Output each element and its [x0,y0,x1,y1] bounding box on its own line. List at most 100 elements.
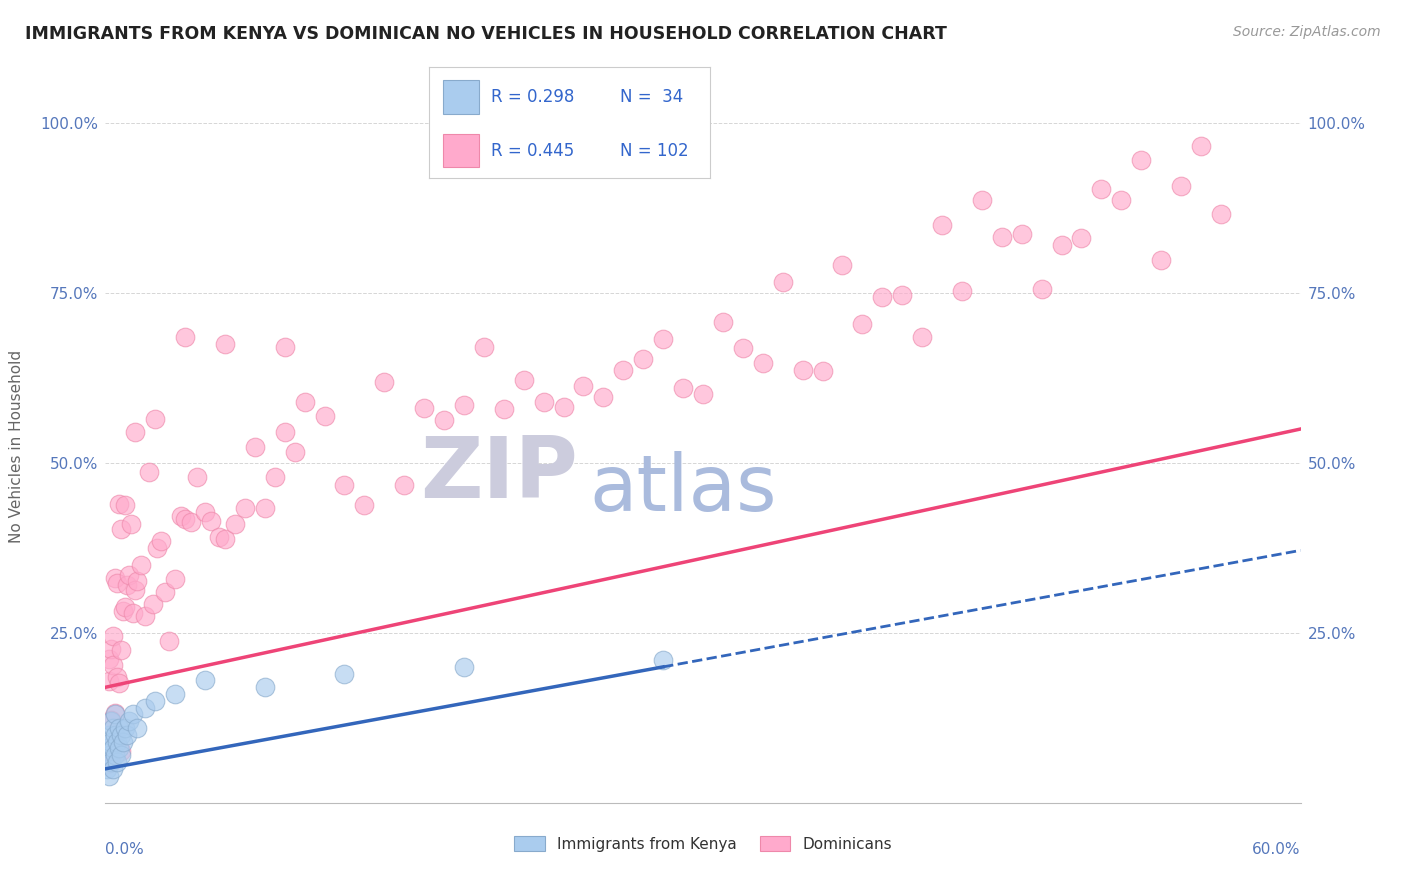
Point [104,706,127,720]
Point [110,744,132,758]
Point [107,576,129,591]
Text: Source: ZipAtlas.com: Source: ZipAtlas.com [1233,25,1381,39]
Point [174,512,197,526]
Point [652,653,675,667]
Point [1209,207,1232,221]
Point [96,762,118,776]
Point [273,340,295,354]
Point [711,315,734,329]
Point [208,530,231,544]
Point [891,288,914,302]
Point [142,597,165,611]
Point [110,728,132,742]
Point [107,670,129,684]
Point [146,541,169,556]
Point [233,500,256,515]
Point [124,425,146,439]
Point [165,687,187,701]
Point [194,673,217,688]
Point [294,395,316,409]
Bar [443,80,479,114]
Point [572,379,595,393]
Point [253,680,276,694]
Point [990,230,1012,244]
Point [333,666,356,681]
Point [263,470,285,484]
Point [243,441,266,455]
Point [533,395,555,409]
Point [104,571,127,585]
Point [153,585,177,599]
Point [104,728,127,742]
Point [117,578,139,592]
Point [104,748,127,763]
Point [110,748,132,763]
Point [134,700,156,714]
Point [110,523,132,537]
Point [1189,138,1212,153]
Point [112,604,135,618]
Point [103,741,125,756]
Point [273,425,295,439]
Point [652,333,675,347]
Point [392,477,416,491]
Point [931,218,953,232]
Text: R = 0.445: R = 0.445 [491,142,574,160]
Point [157,634,180,648]
Legend: Immigrants from Kenya, Dominicans: Immigrants from Kenya, Dominicans [506,828,900,859]
Point [284,444,307,458]
Point [186,469,208,483]
Point [100,714,122,728]
Point [200,514,222,528]
Point [103,721,125,735]
Point [353,498,375,512]
Point [100,734,122,748]
Point [751,356,773,370]
Point [413,401,436,415]
Point [1090,182,1112,196]
Point [98,673,121,688]
Point [453,660,475,674]
Point [122,606,145,620]
Point [692,386,714,401]
Point [98,728,121,742]
Point [98,769,121,783]
Text: 60.0%: 60.0% [1253,842,1301,857]
Point [253,501,276,516]
Point [114,721,136,735]
Point [134,609,156,624]
Point [108,721,131,735]
Point [224,516,246,531]
Point [96,757,118,772]
Point [851,318,873,332]
Point [100,714,122,729]
Point [811,364,834,378]
Point [433,413,456,427]
Point [592,390,614,404]
Point [492,401,515,416]
Text: N =  34: N = 34 [620,88,683,106]
Point [731,341,754,355]
Point [103,629,125,643]
Point [98,748,121,763]
Point [118,714,141,729]
Point [100,641,122,656]
Point [124,583,146,598]
Bar [443,134,479,168]
Point [1031,282,1053,296]
Point [165,572,187,586]
Point [872,289,894,303]
Point [127,574,149,588]
Point [143,694,166,708]
Point [174,330,197,344]
Point [553,401,575,415]
Y-axis label: No Vehicles in Household: No Vehicles in Household [8,350,24,542]
Point [772,275,794,289]
Point [129,558,153,572]
Point [180,515,202,529]
Point [472,340,495,354]
Point [792,363,814,377]
Text: 0.0%: 0.0% [105,842,145,857]
Point [138,465,160,479]
Text: IMMIGRANTS FROM KENYA VS DOMINICAN NO VEHICLES IN HOUSEHOLD CORRELATION CHART: IMMIGRANTS FROM KENYA VS DOMINICAN NO VE… [25,25,948,43]
